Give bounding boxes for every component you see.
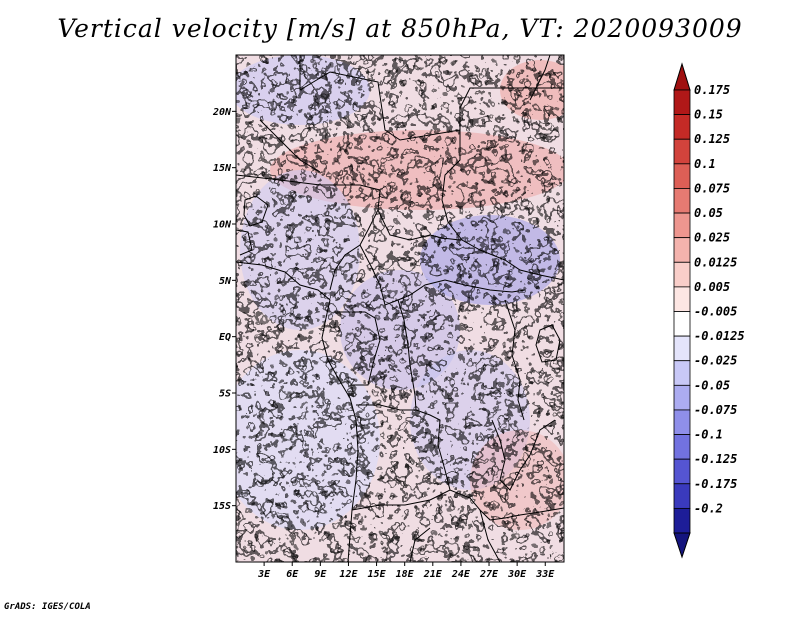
lat-tick-label: 10N [213, 220, 232, 231]
chart-title: Vertical velocity [m/s] at 850hPa, VT: 2… [57, 14, 743, 43]
colorbar-swatch [673, 360, 691, 386]
colorbar-swatch [673, 188, 691, 214]
colorbar-swatch [673, 311, 691, 337]
colorbar-label: -0.005 [694, 305, 737, 319]
colorbar-label: 0.175 [694, 83, 730, 97]
lon-tick-label: 9E [314, 569, 327, 580]
colorbar-label: -0.05 [694, 378, 730, 392]
colorbar-swatch [673, 458, 691, 485]
lon-tick-label: 3E [257, 569, 271, 580]
colorbar-label: 0.125 [694, 132, 730, 146]
colorbar-label: 0.025 [694, 231, 730, 245]
colorbar-label: -0.025 [694, 354, 737, 368]
colorbar-swatch [673, 212, 691, 239]
colorbar-label: -0.175 [694, 477, 737, 491]
lon-tick-label: 12E [339, 569, 358, 580]
credit-text: GrADS: IGES/COLA [4, 602, 91, 612]
lat-tick-label: 5S [219, 389, 231, 400]
lon-tick-label: 27E [479, 569, 499, 580]
lon-tick-label: 33E [535, 569, 555, 580]
lon-tick-label: 15E [368, 569, 387, 580]
colorbar-swatch [673, 261, 691, 288]
lat-tick-label: 5N [219, 276, 232, 287]
colorbar-swatch [673, 483, 691, 509]
lon-tick-label: 24E [451, 569, 471, 580]
colorbar-label: 0.1 [694, 157, 716, 171]
colorbar-label: 0.15 [694, 108, 723, 122]
country-borders [236, 55, 564, 562]
colorbar-swatch [673, 507, 691, 534]
colorbar-label: 0.05 [694, 206, 723, 220]
colorbar-swatch [673, 384, 691, 411]
colorbar-label: -0.0125 [694, 329, 745, 343]
colorbar-swatch [673, 335, 691, 362]
colorbar-label: -0.2 [694, 501, 723, 515]
colorbar-swatch [673, 434, 691, 460]
colorbar: 0.175 0.15 0.125 0.1 0.075 0.05 0.025 0.0125 0.0… [673, 62, 745, 559]
latitude-axis: 20N 15N 10N 5N EQ 5S 10S 15S [212, 107, 236, 512]
colorbar-bottom-arrow [673, 532, 691, 559]
lat-tick-label: 10S [213, 445, 231, 456]
colorbar-label: 0.005 [694, 280, 730, 294]
lat-tick-label: 15S [213, 501, 231, 512]
lon-tick-label: 30E [507, 569, 527, 580]
lon-tick-label: 6E [286, 569, 299, 580]
lon-tick-label: 21E [423, 569, 443, 580]
lat-tick-label: 15N [213, 163, 232, 174]
colorbar-swatch [673, 237, 691, 263]
colorbar-swatch [673, 89, 691, 116]
lat-tick-label: EQ [219, 332, 231, 343]
plot-frame [235, 54, 565, 563]
longitude-axis: 3E 6E 9E 12E 15E 18E 21E 24E 27E 30E 33E [257, 562, 555, 580]
colorbar-label: -0.125 [694, 452, 737, 466]
velocity-field [236, 55, 564, 562]
colorbar-swatch [673, 163, 691, 189]
colorbar-label: -0.1 [694, 428, 723, 442]
colorbar-swatch [673, 286, 691, 312]
colorbar-label: 0.0125 [694, 255, 737, 269]
lat-tick-label: 20N [212, 107, 232, 118]
lon-tick-label: 18E [396, 569, 415, 580]
colorbar-label: 0.075 [694, 181, 730, 195]
colorbar-top-arrow [673, 62, 691, 91]
colorbar-swatch [673, 138, 691, 165]
colorbar-swatch [673, 114, 691, 140]
colorbar-label: -0.075 [694, 403, 737, 417]
colorbar-swatch [673, 409, 691, 435]
